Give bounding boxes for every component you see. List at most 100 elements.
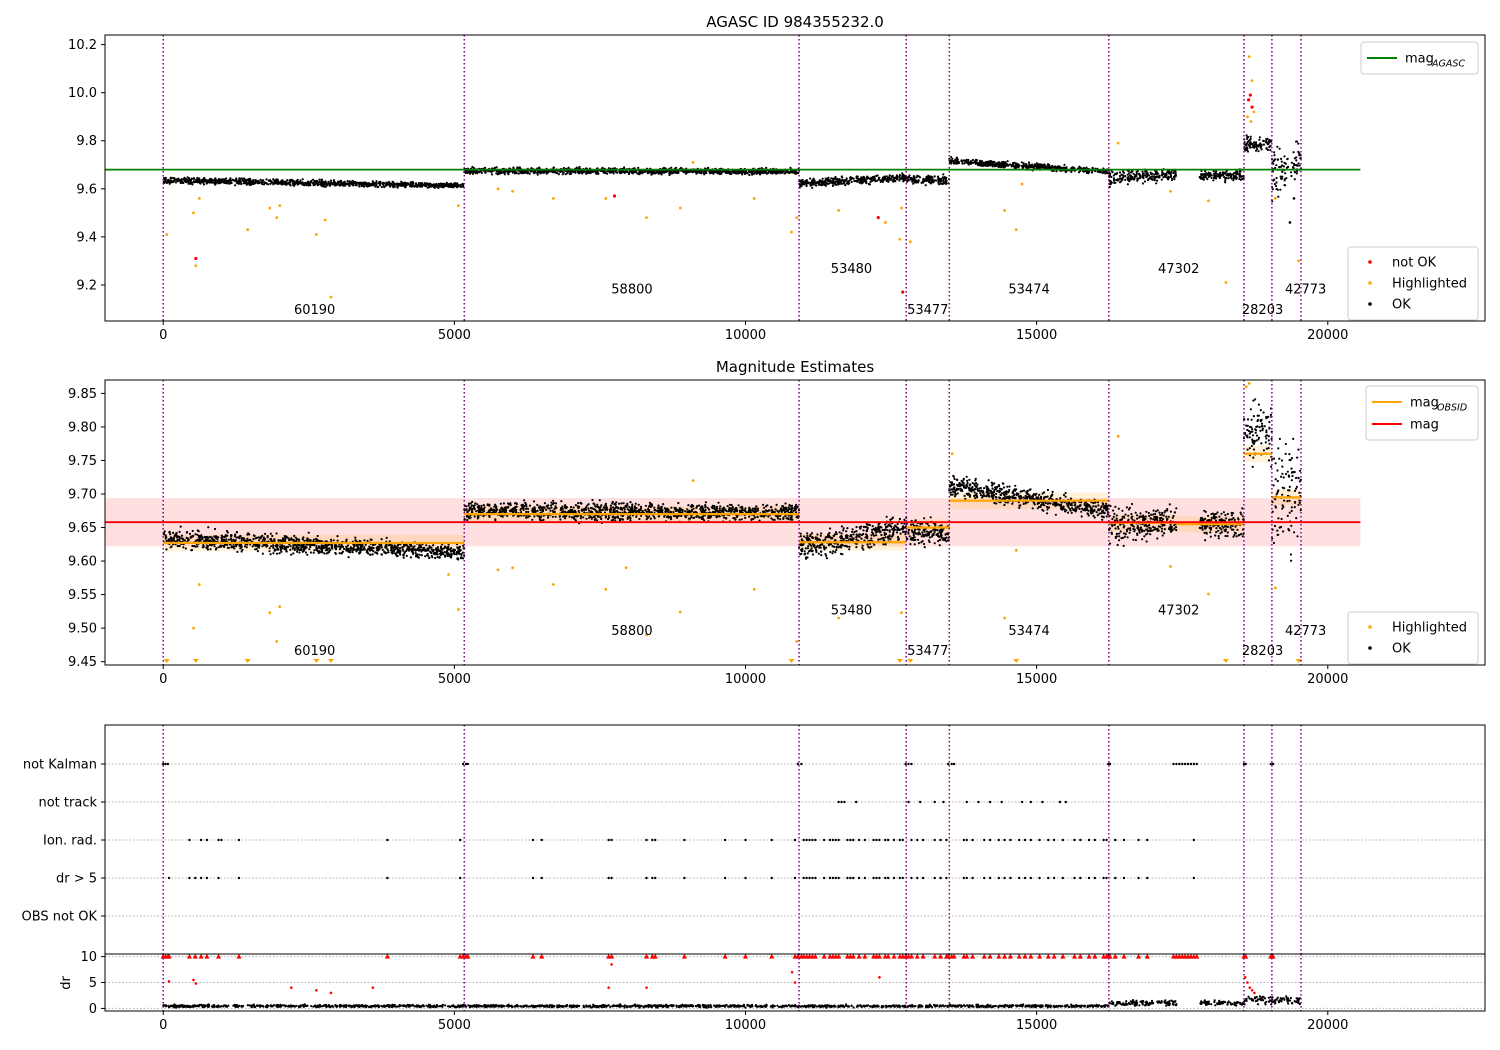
est-ok-point [292,544,295,547]
est-ok-point [449,550,452,553]
mag-ok-point [1032,166,1036,169]
mag-ok-point [177,177,180,180]
mag-ok-point [381,181,384,184]
mag-ok-point [1218,176,1221,180]
mag-ok-point [389,184,392,187]
mag-ok-point [1258,138,1261,141]
est-ok-point [390,546,393,549]
mag-ok-point [507,173,510,176]
mag-ok-point [1158,174,1161,177]
mag-obsid-label-2: 53480 [831,262,872,277]
mag-ok-point [1210,176,1213,179]
est-ok-point [169,537,172,541]
mag-highlighted-point [197,197,201,200]
mag-ok-point [1268,145,1271,148]
mag-ok-point [1010,164,1014,167]
est-ok-point [396,544,399,547]
est-ok-point [295,539,298,543]
mag-ok-point [343,184,346,187]
est-ok-point [402,553,405,557]
mag-ok-point [349,181,352,184]
est-ok-point [302,548,305,552]
mag-ok-point [203,180,206,183]
mag-obsid-label-3: 53477 [907,303,948,318]
mag-ok-point [745,171,748,174]
mag-lower-legend-label-0: not OK [1392,256,1437,271]
mag-ok-point [1273,151,1276,154]
mag-ok-point [390,183,393,186]
mag-ok-point [888,174,891,177]
mag-ok-point [402,182,406,185]
mag-ok-point [263,181,267,184]
mag-ok-point [1145,172,1148,175]
mag-ok-point [1153,179,1156,182]
mag-ok-point [484,171,487,174]
mag-ok-point [1245,147,1248,151]
est-ok-point [296,546,299,549]
mag-ok-point [455,184,458,188]
est-ok-point [207,526,210,529]
mag-ok-point [937,178,940,181]
mag-ok-point [320,180,323,183]
est-ok-point [456,557,459,560]
mag-ok-point [597,172,600,175]
est-ok-point [430,554,433,558]
mag-ok-point [1136,179,1139,182]
mag-ok-point [469,172,472,175]
mag-ok-point [1199,175,1202,178]
mag-highlighted-point [1273,197,1277,200]
mag-highlighted-point [329,295,333,299]
mag-ok-point [668,172,671,175]
mag-ok-point [1122,170,1125,173]
est-ok-point [367,552,370,555]
mag-ok-point [821,177,824,180]
est-ok-point [436,546,439,549]
mag-ok-point [345,182,348,185]
mag-ok-point [318,178,321,181]
est-ok-point [356,549,359,552]
est-ok-point [258,539,261,542]
mag-ok-point [1147,177,1150,180]
est-ok-point [368,547,371,550]
mag-ok-point [269,182,272,185]
est-ok-point [233,535,237,538]
mag-ok-point [189,179,192,182]
est-ok-point [253,534,256,538]
est-ok-point [165,535,168,539]
mag-ok-point [1245,134,1248,137]
mag-ok-point [1152,176,1155,179]
mag-ok-point [995,162,998,165]
mag-ok-point [1297,142,1300,145]
mag-ok-point [1156,172,1160,175]
est-ok-point [443,551,446,554]
mag-ok-point [303,182,306,185]
est-ok-point [269,553,272,556]
mag-ok-point [626,171,629,174]
mag-ok-point [196,181,199,184]
est-ok-point [423,547,426,551]
mag-ok-point [940,177,943,180]
estimates-panel: Magnitude Estimates 60190588005348053477… [68,358,1486,687]
est-ok-point [237,536,240,539]
mag-ok-point [221,178,224,181]
mag-obsid-label-1: 58800 [611,282,652,297]
mag-ok-point [1171,177,1174,180]
mag-ok-point [967,158,970,162]
mag-ok-point [771,170,774,173]
mag-ok-point [908,174,911,177]
mag-ok-point [789,166,792,169]
est-ok-point [301,546,304,549]
mag-ok-point [301,178,304,181]
mag-ok-point [922,178,926,181]
est-ok-point [363,546,366,549]
est-ok-point [204,539,207,543]
est-ok-point [435,550,438,554]
mag-ok-point [201,178,204,181]
est-ok-point [418,549,421,552]
figure-title: AGASC ID 984355232.0 [706,13,884,31]
est-ok-point [188,532,192,536]
mag-ok-point [826,178,829,181]
est-ok-point [272,544,275,547]
mag-ok-point [831,184,835,187]
est-ok-point [324,549,327,552]
